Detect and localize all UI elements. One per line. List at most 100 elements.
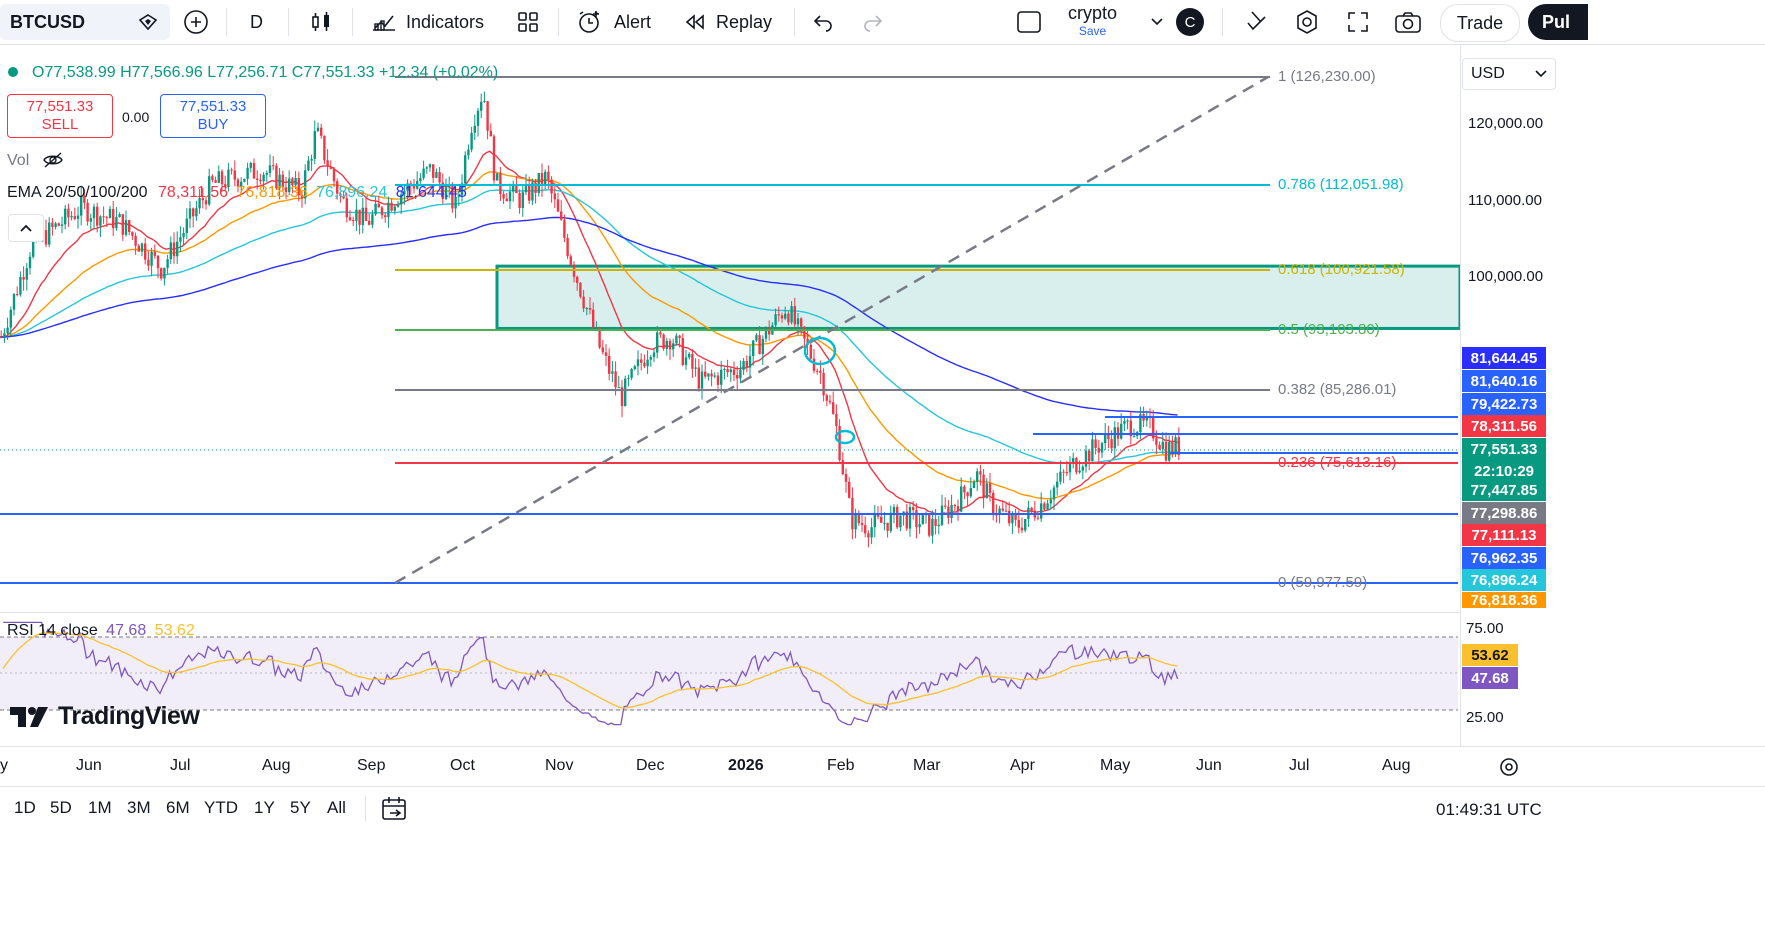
candle-body bbox=[1177, 437, 1180, 456]
candle-body bbox=[880, 516, 883, 523]
interval-button[interactable]: D bbox=[250, 0, 263, 44]
candle-body bbox=[1043, 503, 1046, 510]
range-button-all[interactable]: All bbox=[327, 798, 346, 817]
fib-trend-line[interactable] bbox=[394, 75, 1269, 585]
candle-body bbox=[393, 206, 396, 211]
settings-icon[interactable] bbox=[1292, 0, 1322, 44]
price-axis-label: 81,640.16 bbox=[1462, 370, 1546, 392]
highlight-circle[interactable] bbox=[803, 336, 837, 366]
candle-body bbox=[454, 196, 457, 209]
candle-body bbox=[380, 207, 384, 216]
candle-body bbox=[96, 206, 99, 226]
candle-body bbox=[448, 185, 451, 188]
range-button-1d[interactable]: 1D bbox=[14, 798, 36, 817]
candle-body bbox=[1139, 414, 1142, 433]
chart-settings-icon[interactable] bbox=[1496, 754, 1522, 780]
range-button-1m[interactable]: 1M bbox=[88, 798, 112, 817]
avatar[interactable]: C bbox=[1176, 8, 1204, 36]
camera-icon[interactable] bbox=[1392, 0, 1424, 44]
utc-clock[interactable]: 01:49:31 UTC bbox=[1436, 800, 1542, 819]
candle-body bbox=[320, 127, 323, 136]
candle-body bbox=[1155, 438, 1158, 445]
chevron-up-icon bbox=[20, 224, 32, 232]
eye-hidden-icon[interactable] bbox=[42, 152, 64, 168]
candle-body bbox=[585, 307, 588, 309]
redo-icon[interactable] bbox=[860, 0, 886, 44]
fib-level-label: 0 (59,977.59) bbox=[1278, 574, 1368, 591]
layout-square-icon[interactable] bbox=[1015, 0, 1043, 44]
layouts-grid-icon[interactable] bbox=[514, 0, 542, 44]
candle-body bbox=[646, 359, 649, 367]
candle-body bbox=[457, 195, 460, 197]
chevron-down-icon[interactable] bbox=[1148, 0, 1166, 44]
candle-body bbox=[464, 155, 467, 184]
buy-button[interactable]: 77,551.33 BUY bbox=[160, 94, 266, 138]
range-button-5y[interactable]: 5Y bbox=[290, 798, 311, 817]
supply-zone-rectangle[interactable] bbox=[495, 264, 1460, 330]
candle-body bbox=[1094, 439, 1097, 448]
time-axis-label: Mar bbox=[913, 757, 941, 774]
sell-button[interactable]: 77,551.33 SELL bbox=[7, 94, 113, 138]
candle-body bbox=[432, 164, 435, 178]
price-chart[interactable] bbox=[0, 46, 1460, 612]
candle-body bbox=[473, 125, 476, 133]
candle-body bbox=[89, 218, 92, 222]
fullscreen-icon[interactable] bbox=[1344, 0, 1372, 44]
candle-body bbox=[809, 344, 812, 359]
collapse-legend-button[interactable] bbox=[8, 214, 44, 242]
candle-body bbox=[691, 353, 694, 369]
candles-icon[interactable] bbox=[308, 0, 334, 44]
candle-body bbox=[384, 215, 387, 218]
candle-body bbox=[240, 181, 243, 187]
candle-body bbox=[694, 367, 697, 369]
currency-select[interactable]: USD bbox=[1462, 58, 1556, 90]
add-symbol-icon[interactable] bbox=[182, 0, 210, 44]
ema200-value: 81,644.45 bbox=[395, 184, 467, 201]
watermark-text: TradingView bbox=[58, 702, 200, 730]
change-value: +12.34 (+0.02%) bbox=[378, 64, 499, 81]
open-value: O77,538.99 bbox=[32, 64, 116, 81]
rsi-pane[interactable] bbox=[0, 614, 1460, 746]
compare-symbol-icon[interactable] bbox=[132, 0, 164, 44]
candle-body bbox=[556, 199, 560, 212]
replay-button[interactable]: Replay bbox=[682, 0, 772, 44]
candle-body bbox=[115, 217, 118, 229]
range-button-ytd[interactable]: YTD bbox=[204, 798, 238, 817]
candle-body bbox=[688, 353, 691, 358]
range-button-1y[interactable]: 1Y bbox=[254, 798, 275, 817]
candle-body bbox=[1001, 508, 1004, 511]
range-button-3m[interactable]: 3M bbox=[127, 798, 151, 817]
undo-icon[interactable] bbox=[810, 0, 836, 44]
range-button-5d[interactable]: 5D bbox=[50, 798, 72, 817]
alert-button[interactable]: Alert bbox=[576, 0, 651, 44]
tradingview-logo-icon bbox=[10, 706, 48, 727]
candle-body bbox=[83, 196, 86, 203]
time-axis-label: Sep bbox=[357, 757, 386, 774]
indicators-button[interactable]: Indicators bbox=[370, 0, 484, 44]
candle-body bbox=[336, 181, 339, 194]
candle-body bbox=[739, 369, 742, 379]
candle-body bbox=[547, 171, 550, 180]
time-axis-label: Jul bbox=[1289, 757, 1310, 774]
trade-button[interactable]: Trade bbox=[1440, 4, 1520, 42]
candle-body bbox=[777, 314, 780, 316]
candle-body bbox=[435, 172, 438, 178]
candle-body bbox=[1052, 487, 1056, 500]
time-axis-label: May bbox=[1100, 757, 1131, 774]
candle-body bbox=[326, 160, 329, 167]
range-button-6m[interactable]: 6M bbox=[166, 798, 190, 817]
candle-body bbox=[800, 318, 803, 327]
candle-body bbox=[832, 402, 835, 414]
publish-button[interactable]: Pul bbox=[1528, 4, 1588, 40]
quick-search-icon[interactable] bbox=[1242, 0, 1270, 44]
highlight-circle[interactable] bbox=[834, 429, 856, 445]
date-range-calendar-icon[interactable] bbox=[380, 796, 408, 827]
candle-body bbox=[515, 184, 518, 194]
candle-body bbox=[566, 237, 569, 257]
candle-body bbox=[675, 335, 678, 344]
ohlc-legend: O77,538.99 H77,566.96 L77,256.71 C77,551… bbox=[8, 64, 498, 82]
time-axis-label: y bbox=[0, 757, 8, 774]
candle-body bbox=[358, 209, 361, 225]
candle-body bbox=[710, 373, 713, 377]
layout-name-button[interactable]: crypto Save bbox=[1068, 2, 1117, 42]
